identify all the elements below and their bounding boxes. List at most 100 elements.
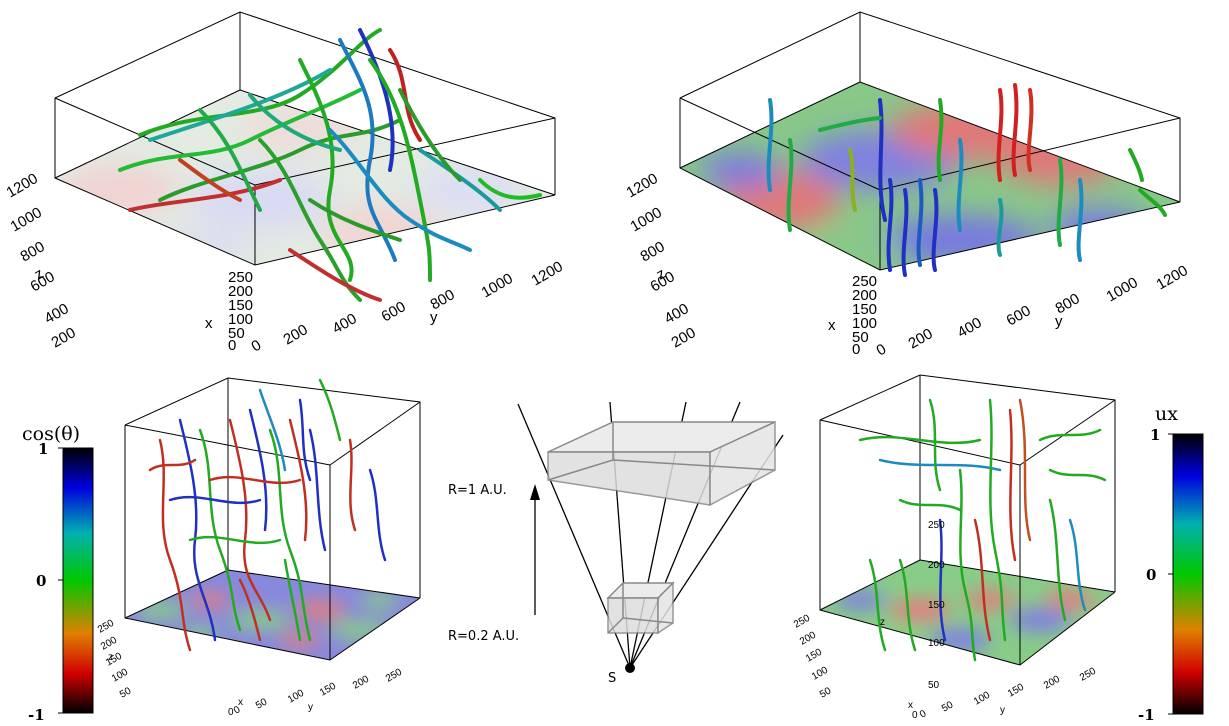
axis-tick-label: 50 — [228, 325, 245, 342]
axis-tick-label: 250 — [928, 520, 945, 531]
box-frame — [819, 374, 1116, 666]
axis-tick-label: 200 — [228, 283, 253, 300]
axis-tick-label: 100 — [928, 638, 945, 649]
axis-tick-label: 100 — [852, 315, 877, 332]
axis-tick-label: z — [108, 652, 113, 663]
axis-tick-label: 0 — [912, 710, 918, 721]
axis-tick-label: 200 — [351, 674, 371, 692]
axis-tick-label: 1000 — [628, 204, 665, 235]
sun-marker — [625, 663, 635, 673]
inner-radius-label: R=0.2 A.U. — [448, 629, 519, 644]
axis-tick-label: 250 — [384, 667, 404, 685]
axis-tick-label: 200 — [99, 635, 119, 653]
axis-tick-label: 200 — [49, 324, 79, 351]
axis-tick-label: 150 — [852, 301, 877, 318]
axis-tick-label: 50 — [852, 329, 869, 346]
axis-tick-label: 200 — [906, 325, 936, 352]
axis-tick-label: 150 — [804, 647, 824, 665]
axis-tick-label: 1000 — [8, 204, 45, 235]
panel-top-right: 1200 1000 800 600 400 200 z 0 200 400 60… — [624, 11, 1191, 360]
axis-tick-label: 1200 — [529, 258, 566, 289]
axis-tick-label: 800 — [638, 238, 668, 265]
axis-tick-label: z — [880, 617, 885, 628]
axis-tick-label: 0 — [228, 337, 236, 354]
slice-plane — [680, 82, 1180, 270]
panel-top-left: 1200 1000 800 600 400 200 z 0 200 400 60… — [4, 11, 566, 356]
axis-tick-label: 200 — [669, 324, 699, 351]
field-lines — [858, 398, 1107, 662]
axis-tick-label: 50 — [118, 685, 134, 700]
panel-bottom-right: 250 200 150 100 50 250 200 150 100 50 z … — [792, 374, 1116, 721]
axis-tick-label: 250 — [792, 613, 812, 631]
axis-tick-label: 200 — [281, 321, 311, 348]
inner-box — [606, 581, 675, 635]
colorbar-right-label: ux — [1155, 403, 1178, 425]
slice-plane — [125, 570, 420, 660]
colorbar-left-gradient — [62, 447, 94, 714]
axis-tick-label: 250 — [852, 273, 877, 290]
colorbar-left-label: cos(θ) — [22, 423, 80, 445]
field-lines — [148, 378, 387, 652]
axis-tick-label: 600 — [379, 298, 409, 325]
slice-plane — [820, 560, 1115, 665]
colorbar-right-gradient — [1172, 433, 1204, 715]
axis-tick-label: 0 — [232, 704, 243, 717]
axis-tick-label: 400 — [42, 300, 72, 327]
axis-tick-label: 250 — [96, 618, 116, 636]
axis-tick-label: 200 — [928, 560, 945, 571]
sun-label: S — [608, 671, 616, 686]
axis-tick-label: 200 — [1042, 674, 1062, 692]
axis-tick-label: x — [908, 700, 913, 711]
axis-tick-label: 1200 — [1154, 262, 1191, 293]
axis-tick-label: 0 — [249, 337, 265, 356]
axis-tick-label: 600 — [1004, 302, 1034, 329]
slice-plane-faint — [55, 90, 555, 265]
axis-tick-label: 150 — [1006, 682, 1026, 700]
geometry-diagram: R=1 A.U. R=0.2 A.U. S — [448, 401, 784, 686]
axis-tick-label: x — [205, 315, 213, 332]
outer-radius-label: R=1 A.U. — [448, 483, 507, 498]
axis-tick-label: 50 — [254, 696, 270, 711]
axis-tick-label: 800 — [18, 238, 48, 265]
axis-tick-label: 0 — [918, 708, 929, 721]
axis-tick-label: 250 — [1078, 666, 1098, 684]
colorbar-left: cos(θ) 1 0 -1 — [22, 423, 94, 724]
axis-tick-label: 250 — [228, 269, 253, 286]
panel-bottom-left: 250 200 150 100 50 z 0 50 100 150 200 25… — [96, 377, 421, 718]
colorbar-left-tick-min: -1 — [28, 706, 45, 724]
axis-tick-label: 0 — [874, 341, 890, 360]
axis-tick-label: 1000 — [1104, 274, 1141, 305]
axis-tick-label: 200 — [798, 630, 818, 648]
axis-tick-label: x — [238, 697, 243, 708]
colorbar-left-tick-mid: 0 — [36, 572, 46, 590]
radial-arrow — [530, 484, 540, 615]
axis-tick-label: 0 — [852, 341, 860, 358]
axis-tick-label: 200 — [852, 287, 877, 304]
axis-tick-label: 1000 — [479, 270, 516, 301]
axis-tick-label: 0 — [228, 707, 234, 718]
axis-tick-label: 100 — [286, 688, 306, 706]
axis-tick-label: 150 — [318, 681, 338, 699]
axis-tick-label: y — [430, 309, 438, 326]
outer-box — [547, 420, 776, 507]
axis-tick-label: 50 — [940, 699, 956, 714]
field-lines — [118, 28, 542, 302]
axis-tick-label: 100 — [110, 667, 130, 685]
axis-tick-label: 150 — [928, 600, 945, 611]
axis-tick-label: 100 — [228, 311, 253, 328]
colorbar-right-tick-min: -1 — [1138, 706, 1155, 724]
axis-tick-label: y — [1000, 705, 1005, 716]
axis-tick-label: 400 — [955, 314, 985, 341]
field-lines — [766, 83, 1167, 277]
axis-tick-label: 400 — [662, 300, 692, 327]
axis-tick-label: 1200 — [4, 170, 41, 201]
axis-tick-label: 100 — [972, 690, 992, 708]
axis-tick-label: 150 — [228, 297, 253, 314]
colorbar-right: ux 1 0 -1 — [1138, 403, 1204, 724]
colorbar-right-tick-mid: 0 — [1146, 566, 1156, 584]
axis-tick-label: x — [828, 317, 836, 334]
axis-tick-label: 100 — [810, 665, 830, 683]
axis-tick-label: 400 — [330, 310, 360, 337]
axis-tick-label: 50 — [928, 680, 940, 691]
